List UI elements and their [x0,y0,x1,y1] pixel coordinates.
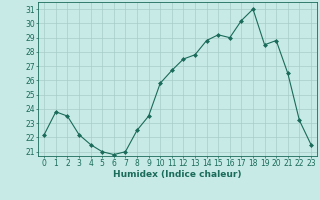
X-axis label: Humidex (Indice chaleur): Humidex (Indice chaleur) [113,170,242,179]
